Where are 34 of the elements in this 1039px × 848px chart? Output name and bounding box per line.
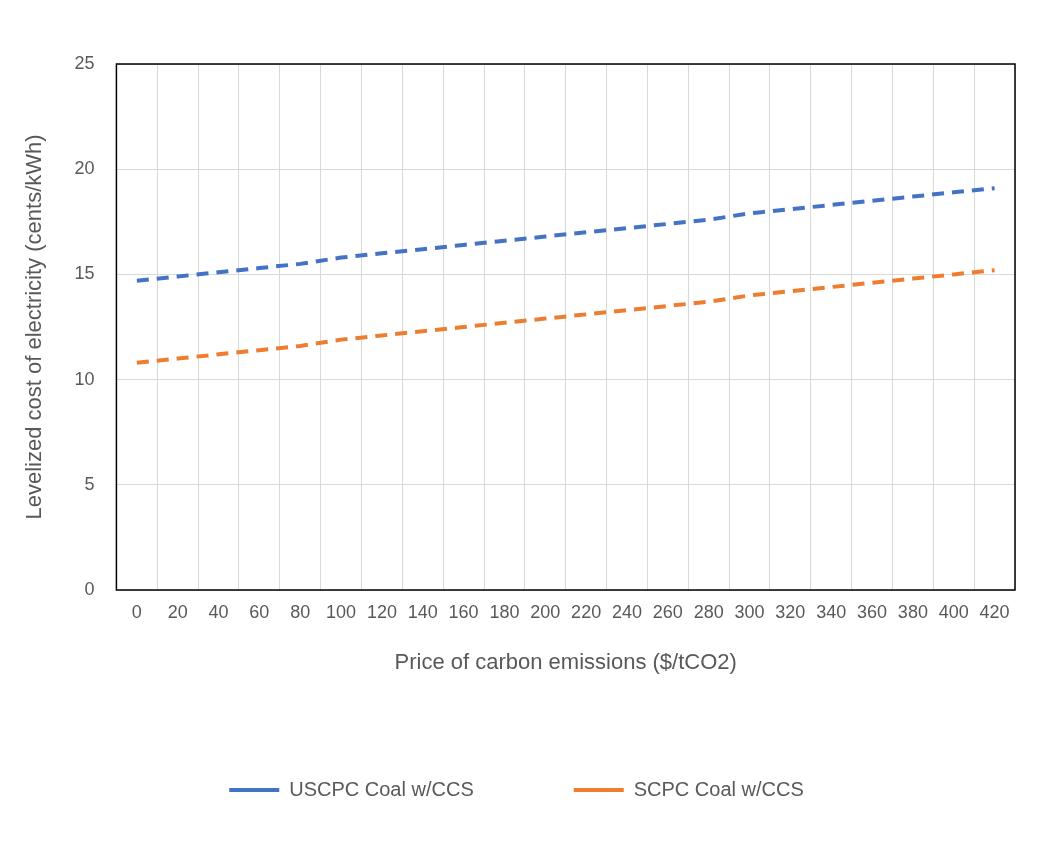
line-series	[134, 186, 997, 283]
x-tick-label: 140	[407, 601, 438, 622]
y-tick-label: 10	[74, 368, 95, 389]
x-tick-label: 280	[693, 601, 724, 622]
y-tick-label: 15	[74, 263, 95, 284]
x-tick-label: 320	[775, 601, 806, 622]
legend-label: USCPC Coal w/CCS	[289, 777, 474, 800]
x-tick-label: 20	[167, 601, 188, 622]
x-tick-label: 0	[131, 601, 142, 622]
x-tick-label: 400	[938, 601, 969, 622]
x-tick-label: 100	[326, 601, 357, 622]
y-tick-label: 5	[84, 473, 95, 494]
x-tick-label: 360	[857, 601, 888, 622]
x-tick-label: 220	[571, 601, 602, 622]
y-tick-label: 25	[74, 52, 95, 73]
y-tick-label: 20	[74, 158, 95, 179]
x-tick-label: 80	[290, 601, 311, 622]
x-tick-label: 260	[652, 601, 683, 622]
y-axis-title: Levelized cost of electricity (cents/kWh)	[21, 134, 47, 520]
x-tick-label: 340	[816, 601, 847, 622]
x-tick-label: 60	[249, 601, 270, 622]
legend-label: SCPC Coal w/CCS	[633, 777, 804, 800]
x-tick-label: 200	[530, 601, 561, 622]
y-tick-label: 0	[84, 578, 95, 599]
x-tick-label: 40	[208, 601, 229, 622]
x-tick-label: 240	[611, 601, 642, 622]
x-tick-label: 180	[489, 601, 520, 622]
x-tick-label: 380	[897, 601, 928, 622]
x-tick-label: 420	[979, 601, 1010, 622]
x-tick-label: 160	[448, 601, 479, 622]
x-axis-title: Price of carbon emissions ($/tCO2)	[394, 648, 737, 674]
x-tick-label: 300	[734, 601, 765, 622]
line-series	[134, 268, 997, 365]
x-tick-label: 120	[366, 601, 397, 622]
